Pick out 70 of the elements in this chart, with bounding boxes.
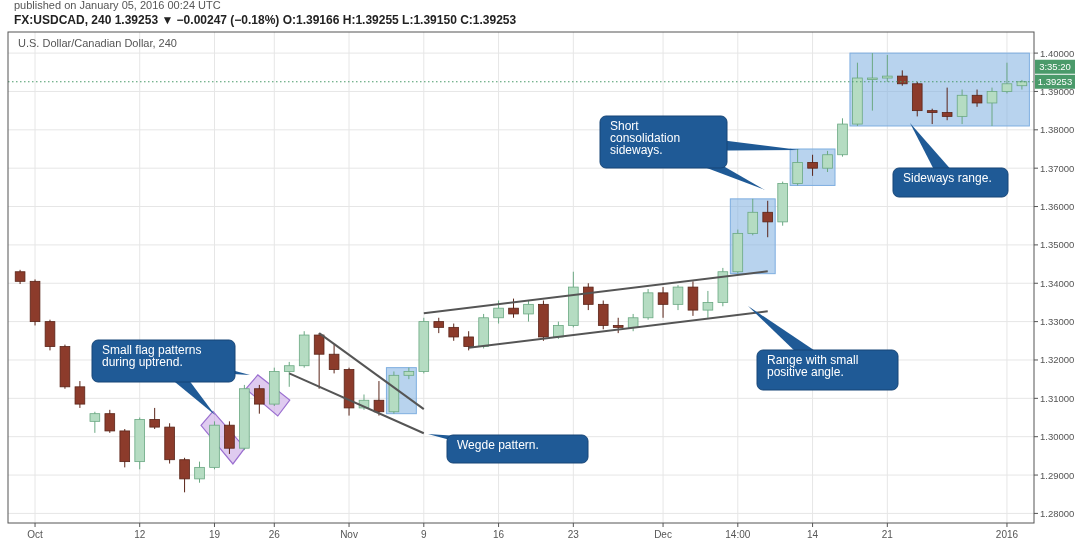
candlestick xyxy=(882,54,893,83)
candlestick xyxy=(971,89,983,108)
y-tick-label: 1.30000 xyxy=(1040,431,1075,443)
y-tick-label: 1.35000 xyxy=(1040,239,1075,251)
candlestick xyxy=(508,298,519,319)
candlestick xyxy=(283,361,295,388)
chart-subtitle: U.S. Dollar/Canadian Dollar, 240 xyxy=(18,37,177,49)
x-tick-label: 21 xyxy=(881,529,894,540)
candlestick xyxy=(956,89,968,125)
candlestick xyxy=(493,300,504,325)
y-tick-label: 1.37000 xyxy=(1040,162,1075,174)
x-tick-label: 14 xyxy=(807,529,819,540)
candlestick xyxy=(657,286,669,319)
annotation: Short consolidation sideways. xyxy=(610,119,681,157)
x-tick-label: 16 xyxy=(493,529,505,540)
candlestick xyxy=(194,461,205,484)
chart-title: FX:USDCAD, 240 1.39253 ▼ −0.00247 (−0.18%) O:1.39166 H:1.39255 L:1.39150 C:1.39253 xyxy=(14,13,517,27)
candlestick xyxy=(254,384,265,415)
y-tick-label: 1.39000 xyxy=(1040,85,1075,97)
candlestick xyxy=(373,380,385,417)
x-tick-label: 19 xyxy=(208,529,221,540)
y-tick-label: 1.28000 xyxy=(1040,507,1075,519)
candlestick xyxy=(807,154,818,177)
y-tick-label: 1.40000 xyxy=(1040,47,1075,59)
candlestick xyxy=(179,457,190,493)
y-tick-label: 1.38000 xyxy=(1040,124,1075,136)
x-tick-label: 12 xyxy=(134,529,146,540)
candlestick xyxy=(762,200,773,238)
candlestick xyxy=(224,420,235,455)
y-tick-label: 1.36000 xyxy=(1040,201,1075,213)
candlestick xyxy=(986,87,998,127)
y-tick-label: 1.32000 xyxy=(1040,354,1075,366)
candlestick xyxy=(463,330,474,351)
candlestick xyxy=(104,409,116,434)
candlestick xyxy=(941,87,953,121)
candlestick xyxy=(523,300,534,323)
candlestick xyxy=(1016,79,1028,91)
candlestick xyxy=(313,332,325,390)
text: 3:35:20 xyxy=(1039,61,1071,73)
candlestick xyxy=(792,148,803,186)
x-tick-label: Dec xyxy=(654,529,672,540)
candlestick xyxy=(597,300,609,330)
y-tick-label: 1.33000 xyxy=(1040,316,1075,328)
candlestick xyxy=(747,198,759,236)
candlestick xyxy=(867,52,878,112)
ref-line-label: 1.39253 xyxy=(1037,76,1073,88)
candlestick xyxy=(687,280,699,317)
x-tick-label: 2016 xyxy=(995,529,1019,540)
annotation: Small flag patterns during uptrend. xyxy=(102,343,202,369)
annotation: Range with small positive angle. xyxy=(767,353,859,379)
x-tick-label: Nov xyxy=(340,529,358,540)
candlestick xyxy=(149,407,160,430)
y-tick-label: 1.29000 xyxy=(1040,469,1075,481)
y-tick-label: 1.34000 xyxy=(1040,277,1075,289)
text: published on January 05, 2016 00:24 UTC xyxy=(14,0,221,11)
candlestick xyxy=(672,284,684,311)
x-tick-label: Oct xyxy=(27,529,44,540)
candlestick xyxy=(1001,62,1013,94)
y-tick-label: 1.31000 xyxy=(1040,392,1075,404)
x-tick-label: 26 xyxy=(268,529,281,540)
x-tick-label: 14:00 xyxy=(725,529,751,540)
x-tick-label: 23 xyxy=(567,529,580,540)
candlestick xyxy=(328,344,340,374)
candlestick xyxy=(403,367,415,380)
candlestick xyxy=(822,150,833,173)
annotation: Sideways range. xyxy=(903,171,992,185)
candlestick xyxy=(702,290,714,319)
x-tick-label: 9 xyxy=(421,529,428,540)
candlestick xyxy=(74,380,86,409)
candlestick xyxy=(89,411,101,434)
